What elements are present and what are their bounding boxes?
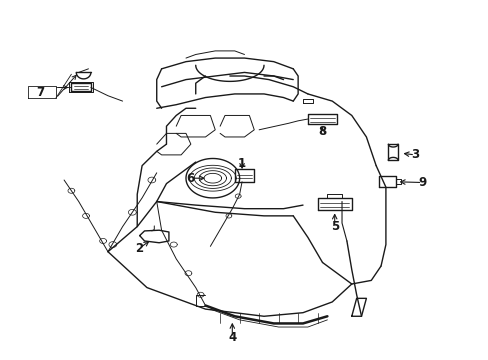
- Text: 4: 4: [228, 331, 236, 344]
- Text: 8: 8: [318, 125, 326, 138]
- Text: 2: 2: [135, 242, 143, 255]
- Text: 6: 6: [186, 172, 195, 185]
- Text: 3: 3: [410, 148, 418, 161]
- Text: 9: 9: [418, 176, 426, 189]
- Text: 1: 1: [238, 157, 245, 170]
- Text: 5: 5: [330, 220, 338, 233]
- Text: 7: 7: [37, 86, 44, 99]
